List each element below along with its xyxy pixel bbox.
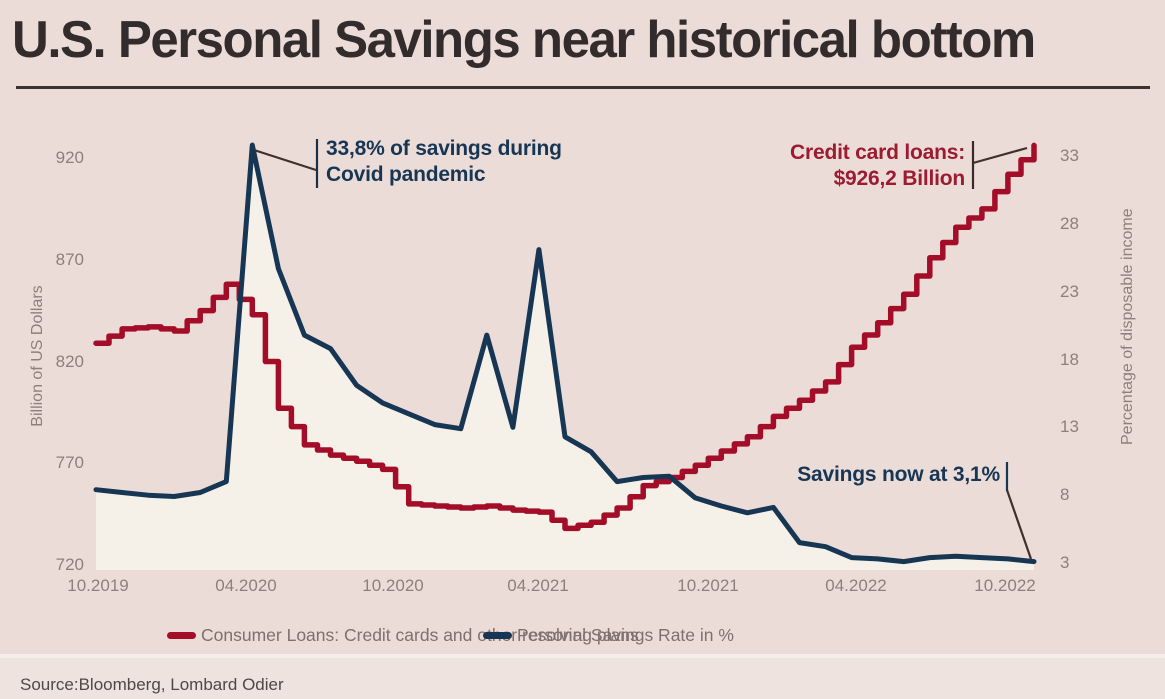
x-tick-10.2022: 10.2022 bbox=[974, 576, 1036, 595]
annotation-covid-peak: 33,8% of savings during Covid pandemic bbox=[326, 136, 562, 188]
savings-pointer-line bbox=[1005, 489, 1033, 560]
consumer-loans-swatch-icon bbox=[167, 631, 196, 639]
consumer-loans-line bbox=[93, 142, 1037, 532]
footer-strip bbox=[0, 658, 1165, 699]
right-tick-33: 33 bbox=[1060, 146, 1079, 165]
covid-pointer-line bbox=[253, 148, 317, 172]
x-tick-04.2022: 04.2022 bbox=[825, 576, 887, 595]
right-tick-23: 23 bbox=[1060, 281, 1079, 301]
annotation-savings-now: Savings now at 3,1% bbox=[797, 463, 1000, 486]
x-tick-04.2020: 04.2020 bbox=[215, 576, 277, 595]
right-tick-3: 3 bbox=[1060, 553, 1070, 572]
credit-pointer-line bbox=[972, 146, 1028, 165]
left-axis-title: Billion of US Dollars bbox=[29, 285, 46, 427]
right-axis-title: Percentage of disposable income bbox=[1119, 208, 1136, 445]
chart-legend: Consumer Loans: Credit cards and other r… bbox=[0, 623, 1165, 647]
left-tick-870: 870 bbox=[55, 249, 84, 269]
right-tick-18: 18 bbox=[1060, 349, 1079, 369]
legend-item-consumer-loans: Consumer Loans: Credit cards and other r… bbox=[167, 623, 639, 647]
savings-rate-line bbox=[93, 142, 1037, 565]
title-underline bbox=[16, 86, 1150, 89]
right-tick-13: 13 bbox=[1060, 417, 1079, 437]
savings-rate-swatch-icon bbox=[483, 631, 512, 639]
right-tick-8: 8 bbox=[1060, 485, 1070, 505]
footer-divider bbox=[0, 654, 1165, 658]
annotation-credit-line1: Credit card loans: bbox=[790, 141, 965, 164]
left-tick-920: 920 bbox=[55, 148, 84, 167]
legend-label-savings-rate: Personal Savings Rate in % bbox=[517, 624, 734, 645]
annotation-credit-card-loans: Credit card loans: $926,2 Billion bbox=[715, 140, 965, 192]
legend-item-savings-rate: Personal Savings Rate in % bbox=[483, 623, 734, 647]
page-title: U.S. Personal Savings near historical bo… bbox=[12, 11, 1036, 69]
left-tick-720: 720 bbox=[55, 555, 84, 574]
annotation-covid-line2: Covid pandemic bbox=[326, 163, 486, 186]
annotation-pointers bbox=[253, 139, 1033, 560]
annotation-covid-line1: 33,8% of savings during bbox=[326, 137, 562, 160]
annotation-credit-line2: $926,2 Billion bbox=[833, 167, 966, 190]
x-tick-04.2021: 04.2021 bbox=[507, 576, 569, 595]
left-tick-820: 820 bbox=[55, 351, 84, 371]
legend-label-consumer-loans: Consumer Loans: Credit cards and other r… bbox=[201, 624, 639, 645]
x-tick-10.2020: 10.2020 bbox=[362, 576, 424, 595]
x-tick-10.2019: 10.2019 bbox=[67, 576, 129, 595]
savings-area-fill bbox=[96, 145, 1034, 570]
source-credit: Source:Bloomberg, Lombard Odier bbox=[20, 675, 284, 694]
x-tick-10.2021: 10.2021 bbox=[677, 576, 739, 595]
right-tick-28: 28 bbox=[1060, 213, 1079, 233]
left-tick-770: 770 bbox=[55, 453, 84, 473]
